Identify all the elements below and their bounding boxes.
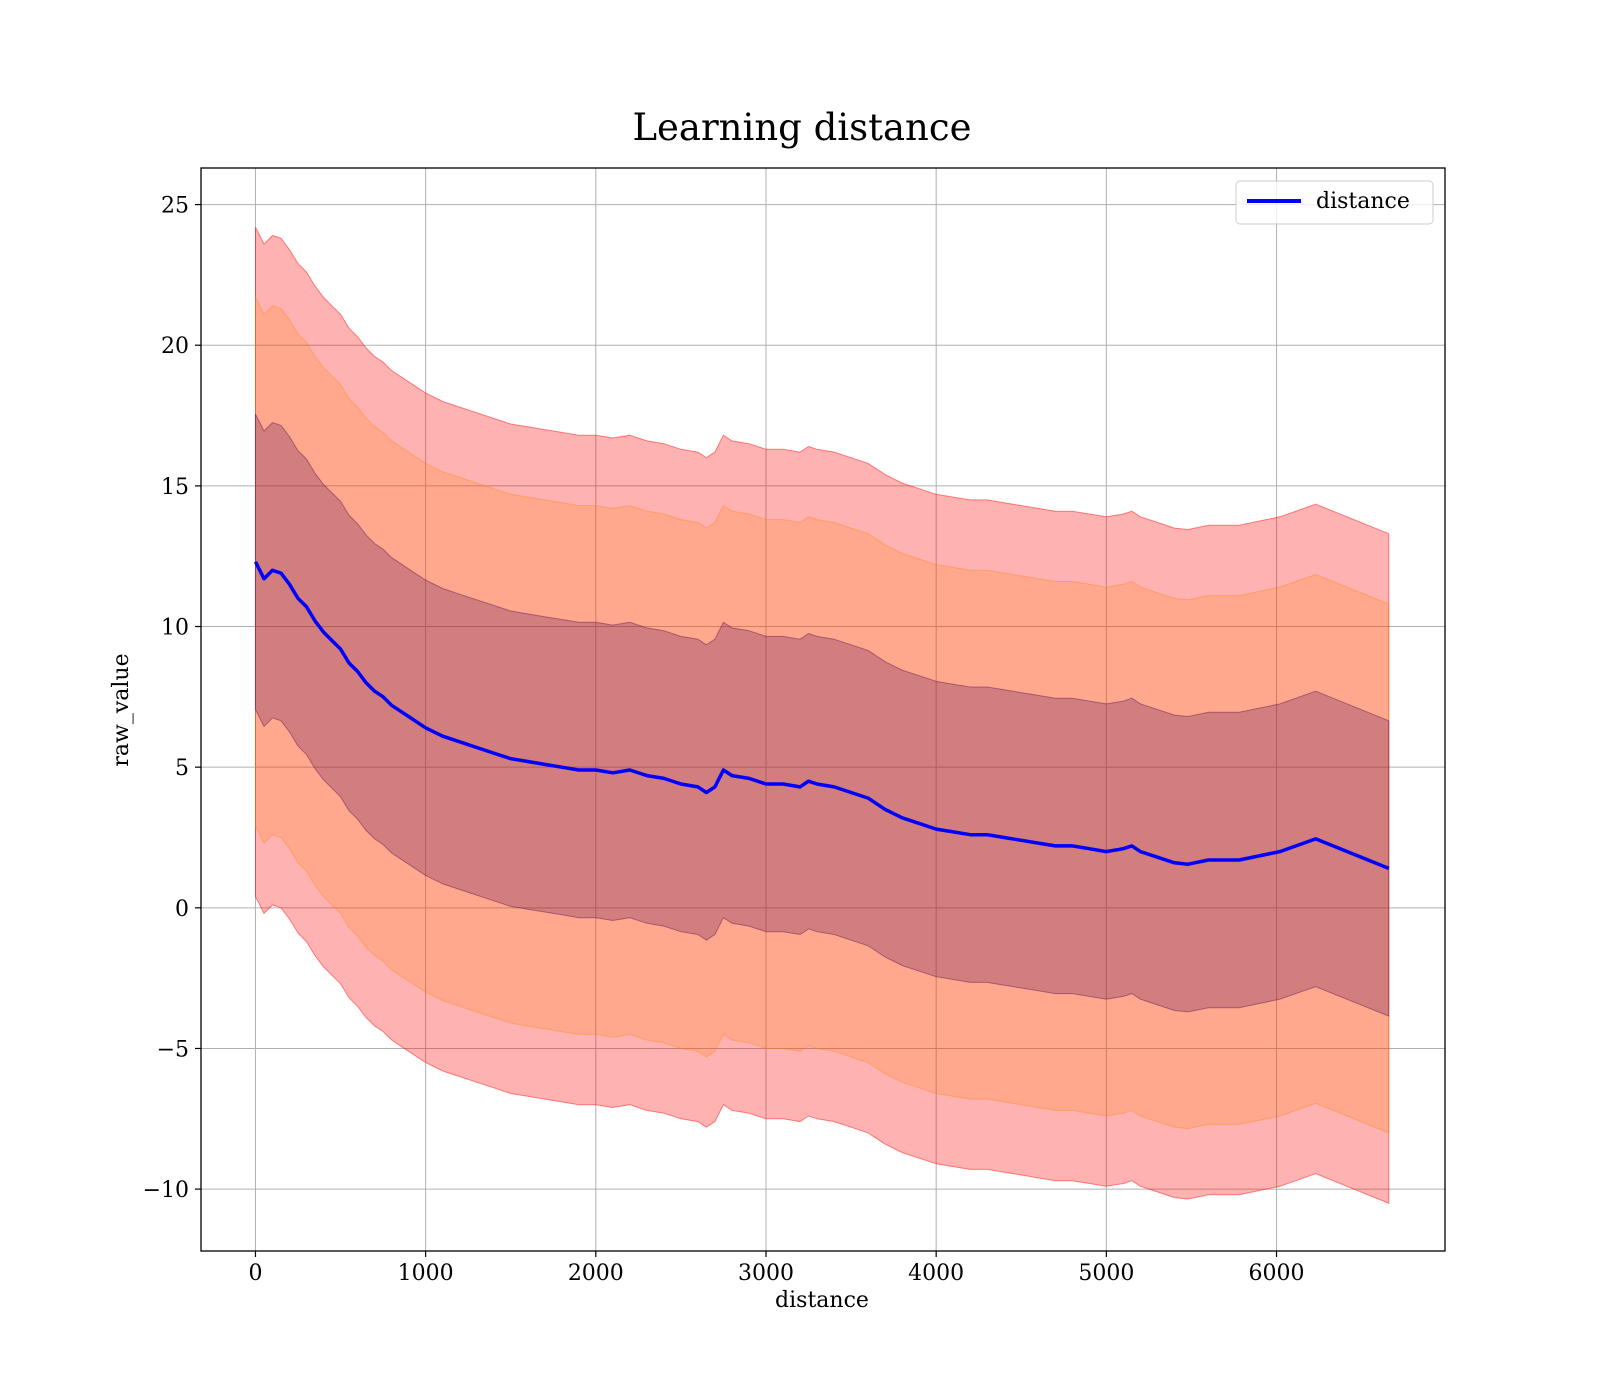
x-tick-label: 6000 <box>1249 1261 1305 1286</box>
y-tick-label: 10 <box>161 616 189 641</box>
y-axis: −10 −5 0 5 10 15 20 25 <box>143 194 201 1203</box>
legend-frame <box>1235 180 1434 225</box>
legend-label: distance <box>1316 189 1410 214</box>
confidence-band <box>255 413 1390 1017</box>
y-tick-label: 5 <box>175 756 189 781</box>
y-tick-label: −10 <box>143 1178 189 1203</box>
x-tick-label: 2000 <box>568 1261 624 1286</box>
y-tick-label: 15 <box>161 475 189 500</box>
grid <box>201 168 1445 1251</box>
y-tick-label: −5 <box>157 1037 189 1062</box>
chart-title: Learning distance <box>632 106 971 149</box>
series-lines <box>253 561 1390 871</box>
confidence-bands <box>255 226 1390 1204</box>
x-tick-label: 5000 <box>1078 1261 1134 1286</box>
y-tick-label: 20 <box>161 334 189 359</box>
x-axis-label: distance <box>775 1288 869 1313</box>
x-tick-label: 4000 <box>908 1261 964 1286</box>
legend: distance <box>1235 180 1434 225</box>
x-axis: 0 1000 2000 3000 4000 5000 6000 <box>248 1251 1305 1286</box>
x-tick-label: 0 <box>248 1261 262 1286</box>
plot-frame <box>200 167 1446 1252</box>
x-tick-label: 3000 <box>738 1261 794 1286</box>
y-axis-label: raw_value <box>109 653 134 766</box>
confidence-band <box>255 226 1390 1204</box>
x-tick-label: 1000 <box>398 1261 454 1286</box>
y-tick-label: 0 <box>175 897 189 922</box>
y-tick-label: 25 <box>161 194 189 219</box>
confidence-band <box>255 297 1390 1134</box>
series-line-distance <box>253 561 1390 871</box>
